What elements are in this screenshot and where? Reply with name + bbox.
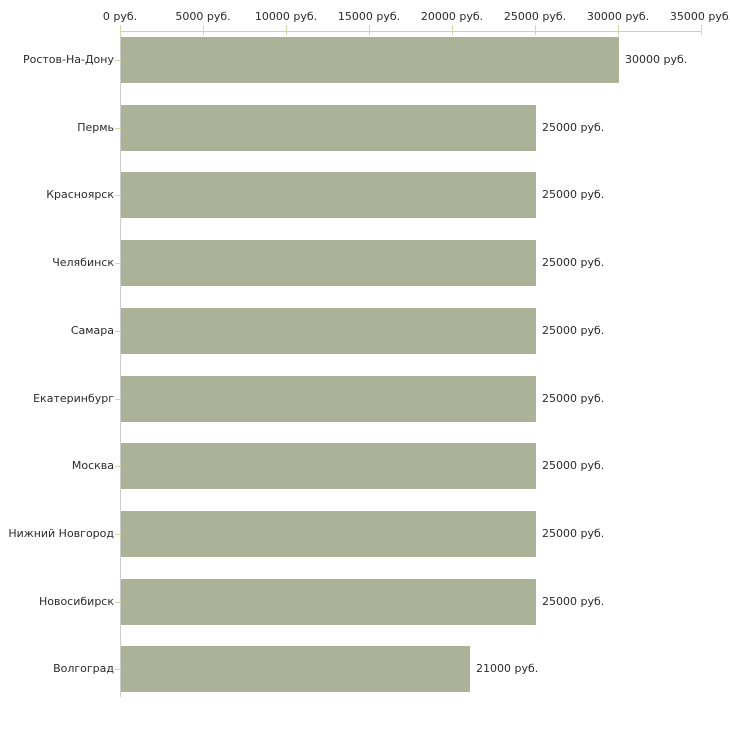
- x-tick-label: 25000 руб.: [503, 10, 567, 23]
- y-tick-mark: [115, 128, 122, 129]
- x-tick-label: 0 руб.: [102, 10, 138, 23]
- value-label: 25000 руб.: [542, 324, 605, 337]
- bar-10: [121, 646, 470, 692]
- y-tick-mark: [115, 60, 122, 61]
- value-label: 25000 руб.: [542, 459, 605, 472]
- x-axis-line: [120, 31, 702, 32]
- x-tick-label: 35000 руб.: [669, 10, 730, 23]
- x-tick-label: 5000 руб.: [175, 10, 231, 23]
- y-tick-mark: [115, 669, 122, 670]
- value-label: 25000 руб.: [542, 256, 605, 269]
- x-tick-mark: [368, 25, 370, 35]
- x-tick-label: 15000 руб.: [337, 10, 401, 23]
- y-tick-mark: [115, 399, 122, 400]
- y-tick-mark: [115, 195, 122, 196]
- bar-4: [121, 240, 536, 286]
- value-label: 25000 руб.: [542, 188, 605, 201]
- x-tick-mark: [285, 25, 287, 35]
- bar-2: [121, 105, 536, 151]
- x-tick-label: 30000 руб.: [586, 10, 650, 23]
- value-label: 30000 руб.: [625, 53, 688, 66]
- category-label: Ростов-На-Дону: [22, 53, 114, 66]
- y-tick-mark: [115, 263, 122, 264]
- value-label: 25000 руб.: [542, 527, 605, 540]
- value-label: 21000 руб.: [476, 662, 539, 675]
- x-tick-mark: [119, 25, 121, 35]
- bar-3: [121, 172, 536, 218]
- category-label: Нижний Новгород: [8, 527, 114, 540]
- y-tick-mark: [115, 466, 122, 467]
- value-label: 25000 руб.: [542, 595, 605, 608]
- category-label: Челябинск: [52, 256, 114, 269]
- x-tick-mark: [202, 25, 204, 35]
- category-label: Красноярск: [46, 188, 114, 201]
- x-tick-mark: [700, 25, 702, 35]
- x-tick-label: 10000 руб.: [254, 10, 318, 23]
- bar-8: [121, 511, 536, 557]
- y-tick-mark: [115, 602, 122, 603]
- x-tick-mark: [451, 25, 453, 35]
- x-tick-mark: [617, 25, 619, 35]
- bar-1: [121, 37, 619, 83]
- category-label: Пермь: [77, 121, 114, 134]
- y-axis-line: [120, 31, 121, 697]
- category-label: Екатеринбург: [33, 392, 114, 405]
- x-tick-label: 20000 руб.: [420, 10, 484, 23]
- category-label: Москва: [71, 459, 114, 472]
- value-label: 25000 руб.: [542, 392, 605, 405]
- y-tick-mark: [115, 331, 122, 332]
- bar-9: [121, 579, 536, 625]
- y-tick-mark: [115, 534, 122, 535]
- bar-5: [121, 308, 536, 354]
- category-label: Волгоград: [53, 662, 114, 675]
- bar-6: [121, 376, 536, 422]
- value-label: 25000 руб.: [542, 121, 605, 134]
- x-tick-mark: [534, 25, 536, 35]
- category-label: Самара: [70, 324, 114, 337]
- category-label: Новосибирск: [38, 595, 114, 608]
- bar-7: [121, 443, 536, 489]
